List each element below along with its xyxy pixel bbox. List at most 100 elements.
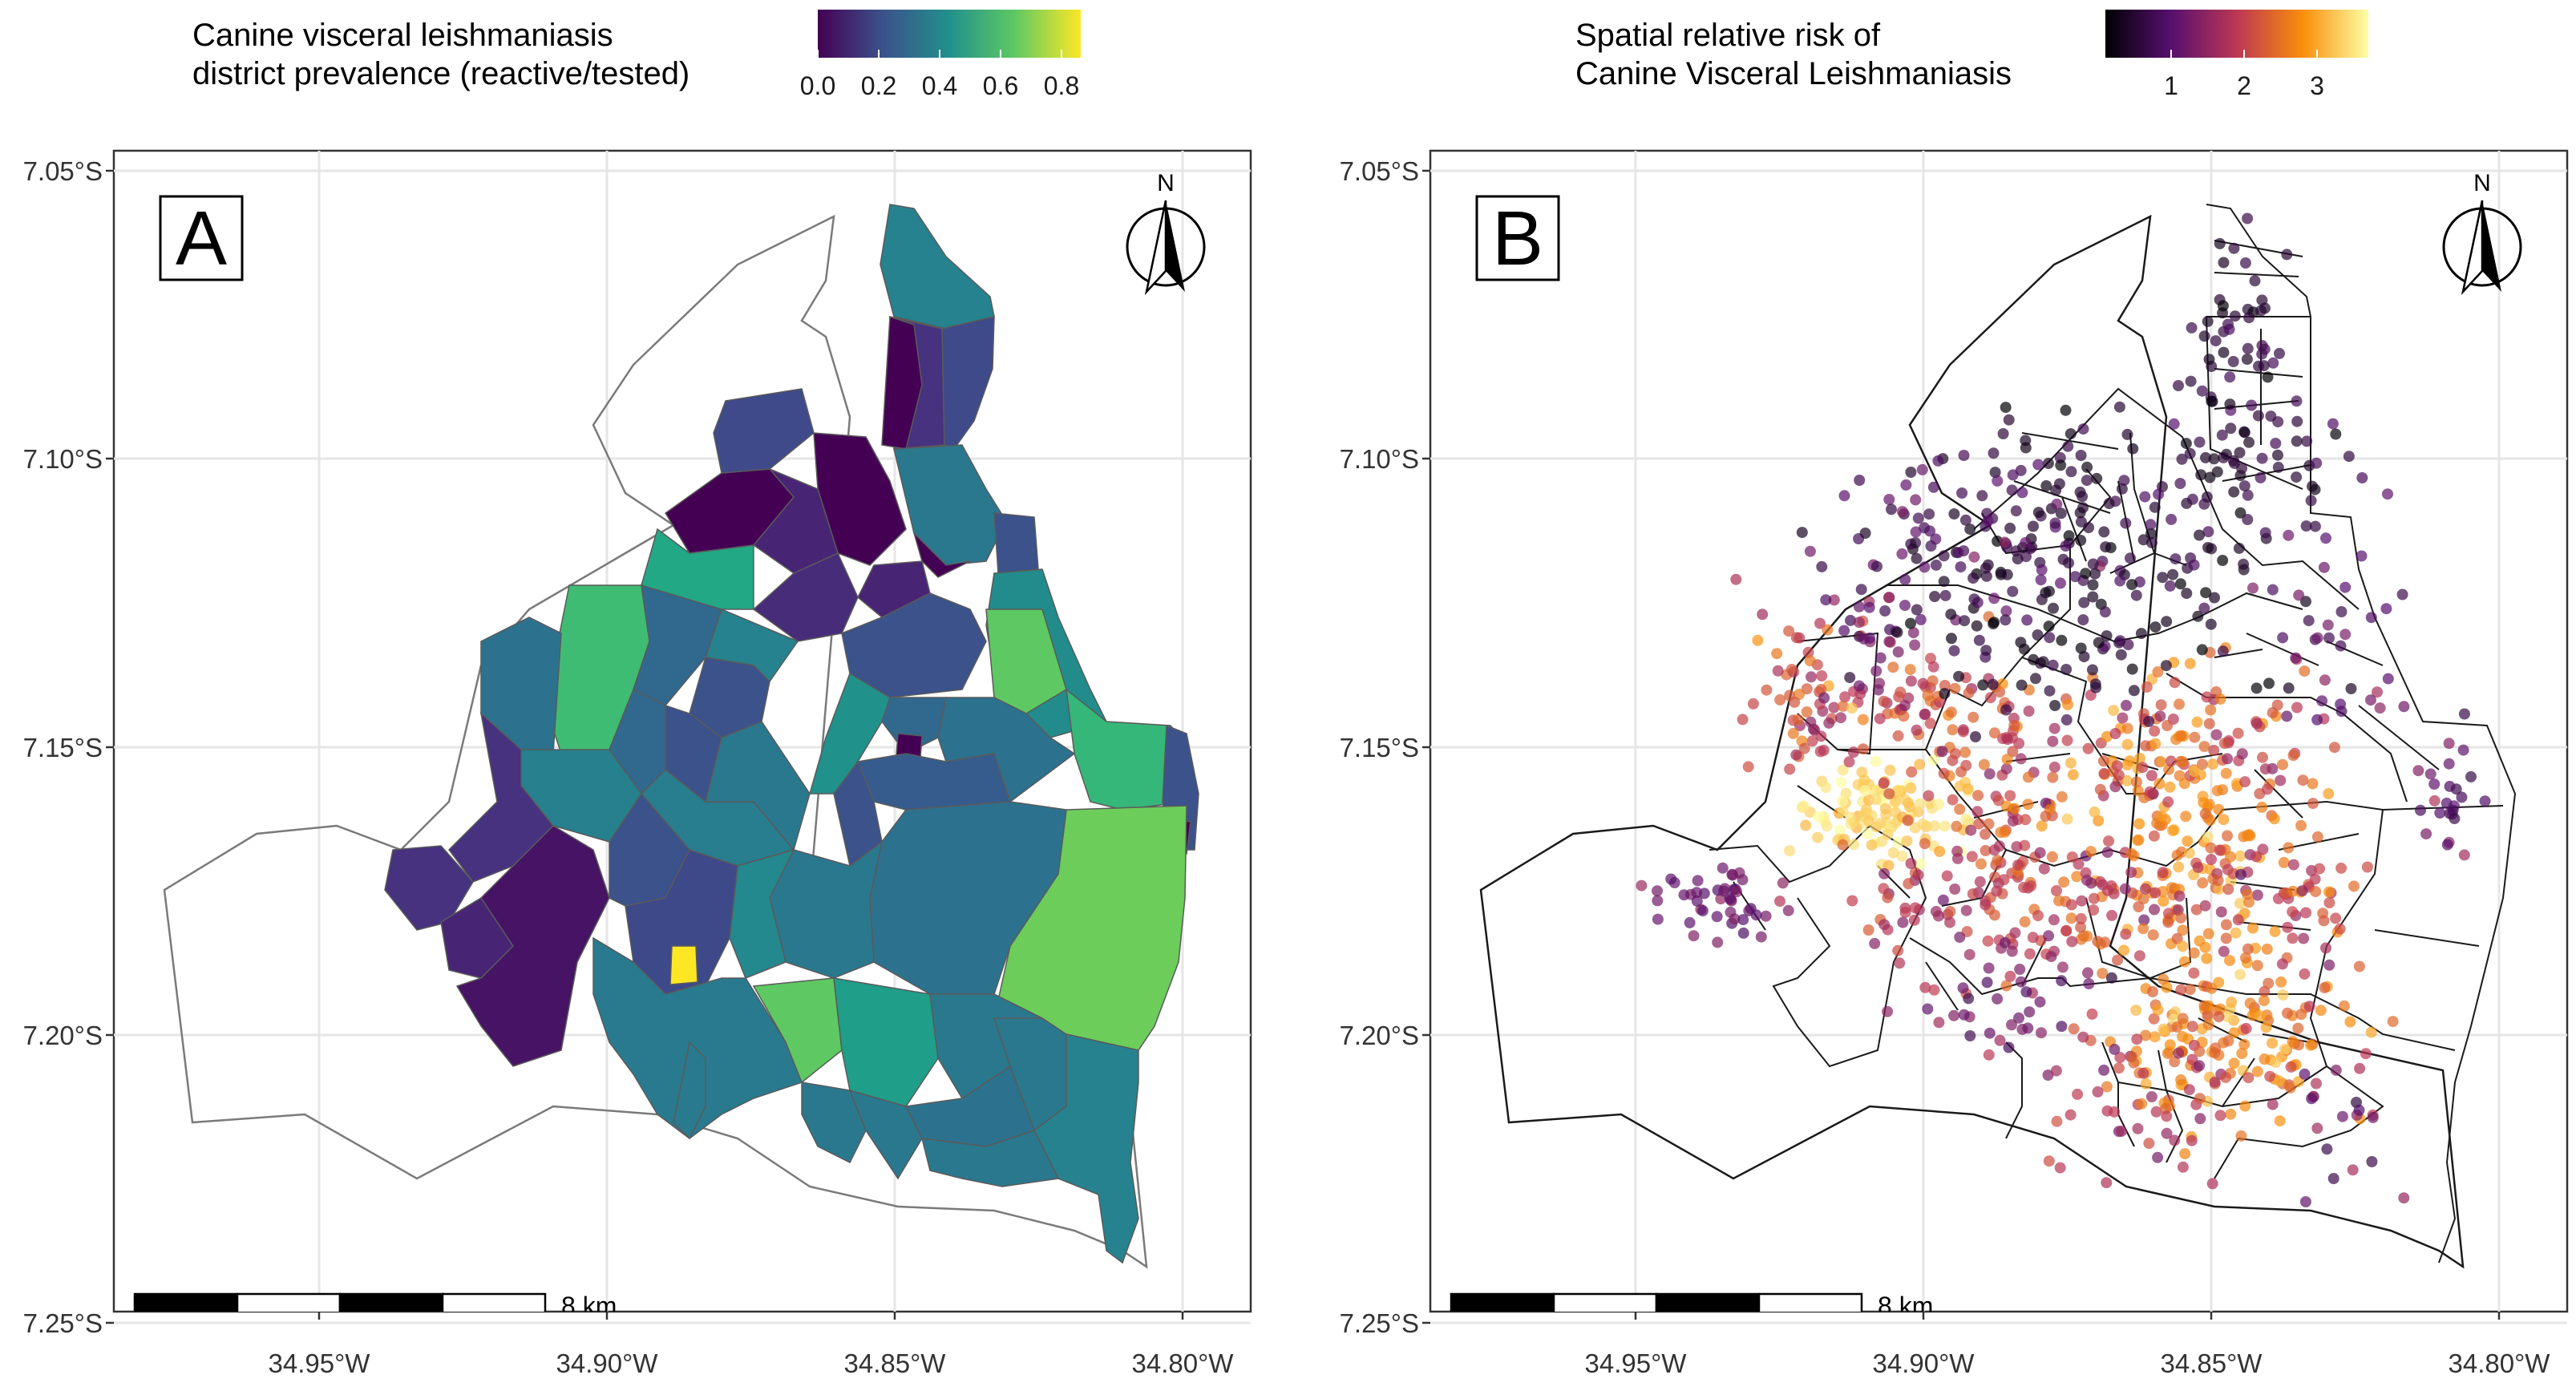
risk-point bbox=[2281, 249, 2293, 261]
risk-point bbox=[2198, 797, 2210, 809]
risk-point bbox=[1980, 570, 1992, 582]
risk-point bbox=[2087, 558, 2099, 570]
risk-point bbox=[2240, 952, 2251, 964]
x-tick-label: 34.90°W bbox=[1873, 1348, 1975, 1378]
risk-point bbox=[2053, 895, 2064, 907]
risk-point bbox=[2168, 418, 2180, 430]
risk-point bbox=[1899, 573, 1911, 585]
risk-point bbox=[2101, 1081, 2113, 1093]
risk-point bbox=[2126, 663, 2138, 675]
risk-point bbox=[2301, 435, 2313, 447]
risk-point bbox=[1862, 924, 1874, 936]
risk-point bbox=[1725, 906, 1737, 918]
risk-point bbox=[2075, 912, 2087, 924]
risk-point bbox=[1839, 691, 1851, 703]
risk-point bbox=[2000, 800, 2012, 812]
risk-point bbox=[2043, 1155, 2055, 1167]
risk-point bbox=[2198, 602, 2210, 614]
risk-point bbox=[1988, 844, 2000, 856]
risk-point bbox=[1930, 533, 1942, 545]
risk-point bbox=[2318, 561, 2330, 573]
risk-point bbox=[1804, 655, 1816, 667]
risk-point bbox=[2208, 745, 2220, 756]
risk-point bbox=[1971, 806, 1984, 818]
risk-point bbox=[2354, 1062, 2366, 1074]
risk-point bbox=[2297, 774, 2309, 786]
risk-point bbox=[1978, 758, 1990, 770]
risk-point bbox=[2257, 751, 2268, 763]
risk-point bbox=[1884, 764, 1896, 776]
risk-point bbox=[2051, 498, 2063, 510]
risk-point bbox=[1988, 447, 2000, 459]
risk-point bbox=[2051, 885, 2062, 896]
risk-point bbox=[2202, 831, 2214, 843]
risk-point bbox=[2365, 612, 2377, 624]
risk-point bbox=[1847, 839, 1859, 851]
risk-point bbox=[2036, 820, 2048, 832]
risk-point bbox=[2089, 806, 2101, 818]
risk-point bbox=[1939, 680, 1951, 691]
risk-point bbox=[2222, 753, 2234, 765]
risk-point bbox=[2458, 708, 2470, 720]
map-a: 8 km A N bbox=[133, 170, 1206, 1312]
risk-point bbox=[2143, 715, 2155, 727]
risk-point bbox=[2175, 1074, 2187, 1086]
risk-point bbox=[2191, 716, 2203, 728]
risk-point bbox=[1900, 479, 1912, 491]
risk-point bbox=[1896, 548, 1908, 560]
risk-point bbox=[2443, 738, 2455, 750]
risk-point bbox=[2137, 1067, 2149, 1079]
risk-point bbox=[1992, 993, 2004, 1005]
risk-point bbox=[2001, 754, 2013, 766]
risk-point bbox=[2169, 677, 2181, 689]
risk-point bbox=[2479, 795, 2491, 807]
risk-point bbox=[2317, 908, 2329, 920]
risk-point bbox=[2293, 589, 2305, 601]
risk-point bbox=[1981, 976, 1993, 989]
risk-point bbox=[2097, 755, 2109, 767]
risk-point bbox=[2338, 1000, 2350, 1012]
risk-point bbox=[2239, 1100, 2251, 1112]
risk-point bbox=[2217, 555, 2229, 566]
risk-point bbox=[2356, 550, 2368, 562]
risk-point bbox=[2140, 1078, 2152, 1090]
risk-point bbox=[2145, 528, 2157, 540]
risk-point bbox=[2054, 1162, 2066, 1174]
risk-point bbox=[2077, 423, 2089, 435]
risk-point bbox=[2303, 1001, 2315, 1013]
risk-point bbox=[2160, 660, 2172, 672]
risk-point bbox=[2055, 577, 2066, 589]
risk-point bbox=[1696, 905, 1709, 916]
risk-point bbox=[1785, 664, 1798, 675]
risk-point bbox=[2185, 375, 2197, 387]
risk-point bbox=[2309, 483, 2321, 495]
risk-point bbox=[2004, 522, 2016, 534]
risk-point bbox=[1962, 783, 1974, 795]
risk-point bbox=[1783, 625, 1795, 637]
risk-point bbox=[1752, 634, 1764, 646]
risk-point bbox=[2224, 955, 2235, 967]
risk-point bbox=[2177, 1031, 2188, 1042]
risk-point bbox=[1973, 818, 1985, 830]
risk-point bbox=[2213, 1011, 2225, 1023]
risk-point bbox=[2015, 753, 2027, 765]
district-south-coast-curl bbox=[673, 1041, 706, 1140]
risk-point bbox=[2047, 659, 2059, 671]
risk-point bbox=[2205, 618, 2217, 630]
risk-point bbox=[2180, 438, 2192, 450]
risk-point bbox=[2007, 746, 2019, 758]
risk-point bbox=[1853, 680, 1865, 692]
risk-point bbox=[2251, 960, 2263, 972]
risk-point bbox=[2061, 813, 2073, 825]
risk-point bbox=[2074, 507, 2086, 519]
risk-point bbox=[2184, 447, 2196, 459]
risk-point bbox=[2120, 517, 2132, 529]
risk-point bbox=[2299, 968, 2311, 980]
risk-point bbox=[2306, 1093, 2318, 1105]
risk-point bbox=[2116, 1126, 2127, 1138]
risk-point bbox=[2149, 501, 2161, 513]
risk-point bbox=[2213, 976, 2225, 989]
risk-point bbox=[2010, 545, 2022, 557]
risk-point bbox=[1914, 798, 1926, 810]
risk-point bbox=[1914, 758, 1926, 770]
